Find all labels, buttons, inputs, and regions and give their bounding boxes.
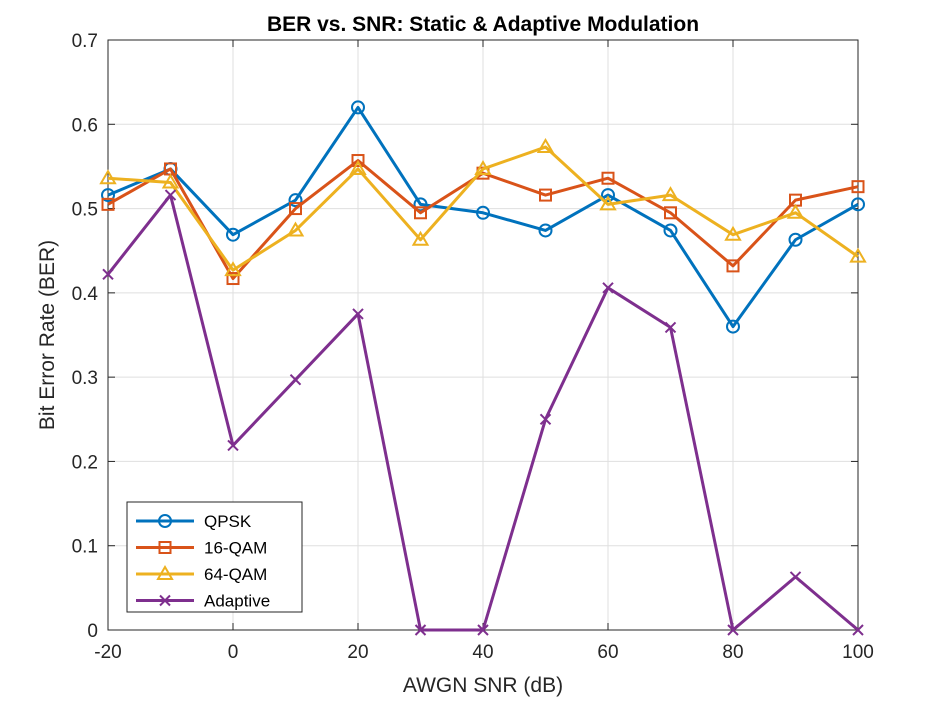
data-point-64-qam [224, 261, 242, 277]
y-tick-label: 0.7 [72, 31, 98, 52]
data-point-64-qam [411, 230, 430, 246]
data-point-qpsk [476, 205, 490, 220]
x-tick-label: 20 [347, 642, 368, 663]
data-point-adaptive [539, 413, 552, 425]
data-point-64-qam [786, 203, 805, 219]
data-point-qpsk [101, 188, 115, 203]
data-point-64-qam [99, 169, 117, 185]
y-tick-label: 0.6 [72, 115, 98, 136]
data-point-adaptive [789, 571, 802, 583]
series-adaptive [102, 189, 864, 636]
y-tick-label: 0.2 [72, 452, 98, 473]
data-point-16-qam [851, 180, 865, 194]
data-point-16-qam [601, 171, 615, 185]
data-point-qpsk [851, 197, 865, 212]
legend-label-adaptive: Adaptive [204, 592, 270, 611]
legend-marker-qpsk [158, 514, 172, 528]
series-line-64-qam [107, 145, 859, 272]
data-point-qpsk [663, 223, 678, 238]
legend-label-16-qam: 16-QAM [204, 539, 267, 558]
series-64-qam [99, 138, 867, 277]
y-axis-label: Bit Error Rate (BER) [36, 240, 59, 430]
data-point-64-qam [661, 186, 680, 202]
data-point-adaptive [727, 624, 739, 636]
data-point-qpsk [226, 227, 240, 242]
data-point-qpsk [288, 193, 303, 208]
data-point-64-qam [849, 247, 867, 263]
data-point-qpsk [538, 223, 553, 238]
data-point-16-qam [226, 272, 240, 286]
data-point-adaptive [414, 624, 427, 636]
chart-title: BER vs. SNR: Static & Adaptive Modulatio… [267, 13, 699, 36]
legend-item-qpsk: QPSK [136, 512, 252, 531]
x-axis-label: AWGN SNR (dB) [403, 674, 563, 697]
data-point-qpsk [351, 100, 365, 115]
data-point-64-qam [286, 221, 305, 237]
data-point-adaptive [102, 268, 114, 281]
data-point-16-qam [726, 259, 740, 273]
data-point-qpsk [413, 197, 428, 212]
data-point-16-qam [351, 154, 365, 168]
legend-marker-64-qam [156, 565, 174, 580]
data-point-adaptive [477, 624, 489, 636]
legend-item-16-qam: 16-QAM [136, 539, 267, 558]
data-point-adaptive [852, 624, 864, 636]
y-tick-label: 0.1 [72, 537, 98, 558]
data-point-qpsk [788, 232, 803, 247]
x-tick-label: 0 [228, 642, 239, 663]
data-point-64-qam [599, 195, 617, 211]
data-point-adaptive [602, 282, 614, 294]
data-point-adaptive [289, 373, 302, 386]
y-tick-label: 0.5 [72, 200, 98, 221]
y-tick-label: 0.4 [72, 284, 99, 305]
data-point-16-qam [664, 206, 677, 220]
legend-marker-16-qam [158, 541, 172, 554]
legend-marker-adaptive [159, 594, 171, 607]
legend-label-qpsk: QPSK [204, 512, 252, 531]
x-tick-label: 40 [472, 642, 493, 663]
y-tick-label: 0 [87, 621, 98, 642]
x-tick-label: 100 [842, 642, 874, 663]
data-point-64-qam [536, 138, 555, 154]
data-point-16-qam [539, 188, 552, 202]
legend-item-adaptive: Adaptive [136, 592, 270, 611]
legend-item-64-qam: 64-QAM [136, 565, 267, 584]
data-point-16-qam [101, 197, 115, 211]
data-point-qpsk [726, 319, 740, 334]
series-line-qpsk [107, 105, 859, 329]
data-point-qpsk [601, 188, 615, 203]
data-point-16-qam [289, 202, 302, 216]
x-tick-label: 80 [722, 642, 743, 663]
data-point-64-qam [161, 173, 180, 189]
data-point-adaptive [164, 189, 177, 201]
data-point-64-qam [724, 225, 742, 241]
legend: QPSK 16-QAM 64-QAM Adaptive [126, 501, 303, 613]
x-tick-label: -20 [94, 642, 121, 663]
data-point-16-qam [414, 206, 427, 220]
y-tick-label: 0.3 [72, 368, 98, 389]
data-point-adaptive [352, 308, 364, 320]
data-point-64-qam [349, 159, 367, 175]
legend-label-64-qam: 64-QAM [204, 565, 267, 584]
x-tick-label: 60 [597, 642, 618, 663]
data-point-adaptive [664, 321, 677, 334]
data-point-adaptive [227, 439, 239, 452]
data-point-64-qam [474, 159, 492, 175]
data-series [99, 100, 867, 636]
